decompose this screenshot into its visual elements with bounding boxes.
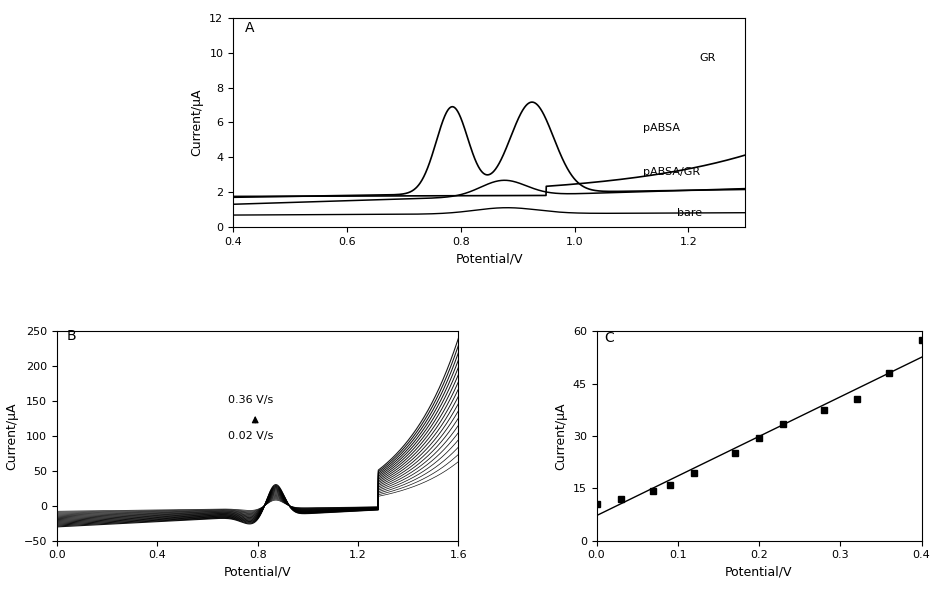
Text: pABSA: pABSA — [643, 123, 680, 133]
X-axis label: Potential/V: Potential/V — [224, 566, 292, 579]
Text: 0.36 V/s: 0.36 V/s — [228, 394, 273, 405]
Y-axis label: Current/μA: Current/μA — [554, 402, 567, 470]
Text: 0.02 V/s: 0.02 V/s — [228, 431, 273, 441]
X-axis label: Potential/V: Potential/V — [725, 566, 792, 579]
Text: GR: GR — [700, 53, 716, 64]
Text: pABSA/GR: pABSA/GR — [643, 167, 700, 176]
X-axis label: Potential/V: Potential/V — [455, 252, 523, 265]
Y-axis label: Current/μA: Current/μA — [6, 402, 18, 470]
Text: A: A — [244, 21, 254, 35]
Text: C: C — [604, 331, 615, 345]
Text: bare: bare — [677, 207, 702, 217]
Y-axis label: Current/μA: Current/μA — [191, 89, 203, 156]
Text: B: B — [67, 329, 77, 343]
